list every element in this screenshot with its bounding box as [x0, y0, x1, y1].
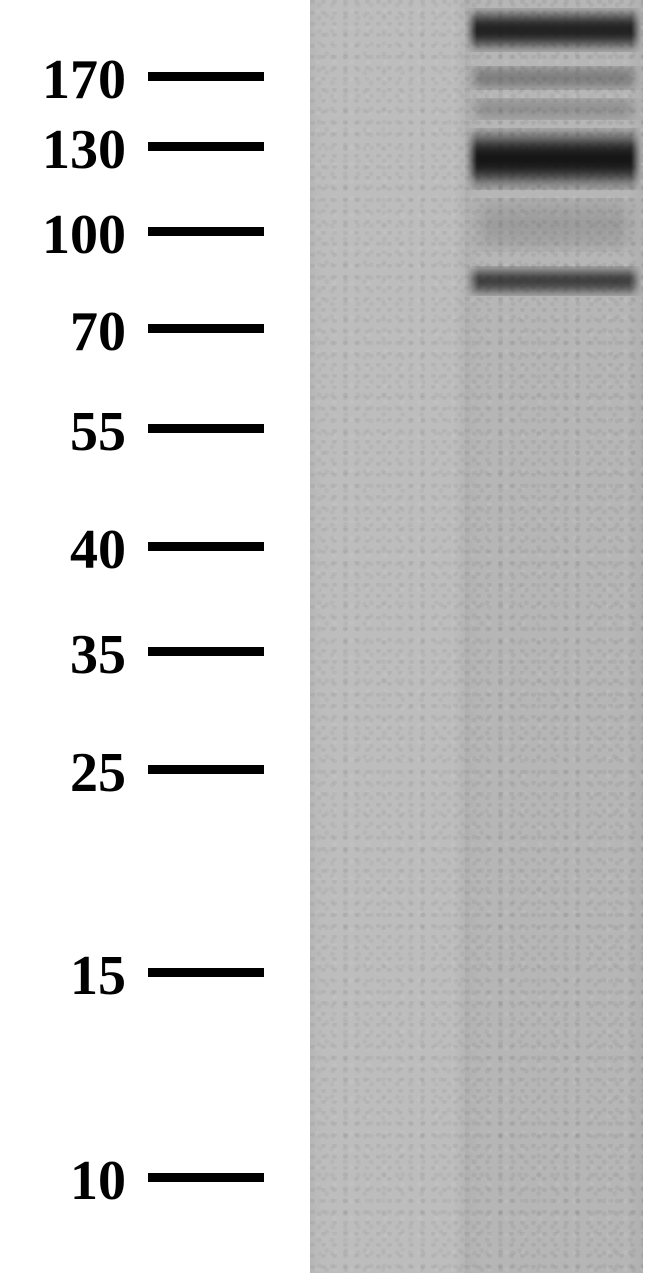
mw-label: 130	[0, 118, 126, 182]
mw-label: 15	[0, 944, 126, 1008]
mw-tick	[148, 227, 264, 236]
mw-label: 170	[0, 48, 126, 112]
lane-2-band-3	[465, 128, 643, 190]
lane-2-band-5	[465, 266, 643, 296]
mw-tick	[148, 765, 264, 774]
mw-label: 70	[0, 300, 126, 364]
lane-2-band-0	[465, 8, 643, 52]
mw-tick	[148, 324, 264, 333]
mw-tick	[148, 142, 264, 151]
mw-tick	[148, 542, 264, 551]
mw-label: 55	[0, 400, 126, 464]
lane-2	[465, 0, 643, 1273]
mw-tick	[148, 424, 264, 433]
mw-label: 10	[0, 1149, 126, 1213]
lane-2-band-1	[465, 66, 643, 90]
mw-tick	[148, 647, 264, 656]
mw-label: 100	[0, 203, 126, 267]
lane-1	[310, 0, 465, 1273]
mw-label: 25	[0, 741, 126, 805]
mw-label: 40	[0, 518, 126, 582]
mw-label: 35	[0, 623, 126, 687]
lane-2-band-2	[465, 98, 643, 120]
mw-tick	[148, 1173, 264, 1182]
mw-tick	[148, 968, 264, 977]
molecular-weight-ladder: 170130 100 70 55 40 35 25 15 10	[0, 0, 305, 1273]
mw-tick	[148, 72, 264, 81]
lane-2-band-4	[465, 198, 643, 252]
